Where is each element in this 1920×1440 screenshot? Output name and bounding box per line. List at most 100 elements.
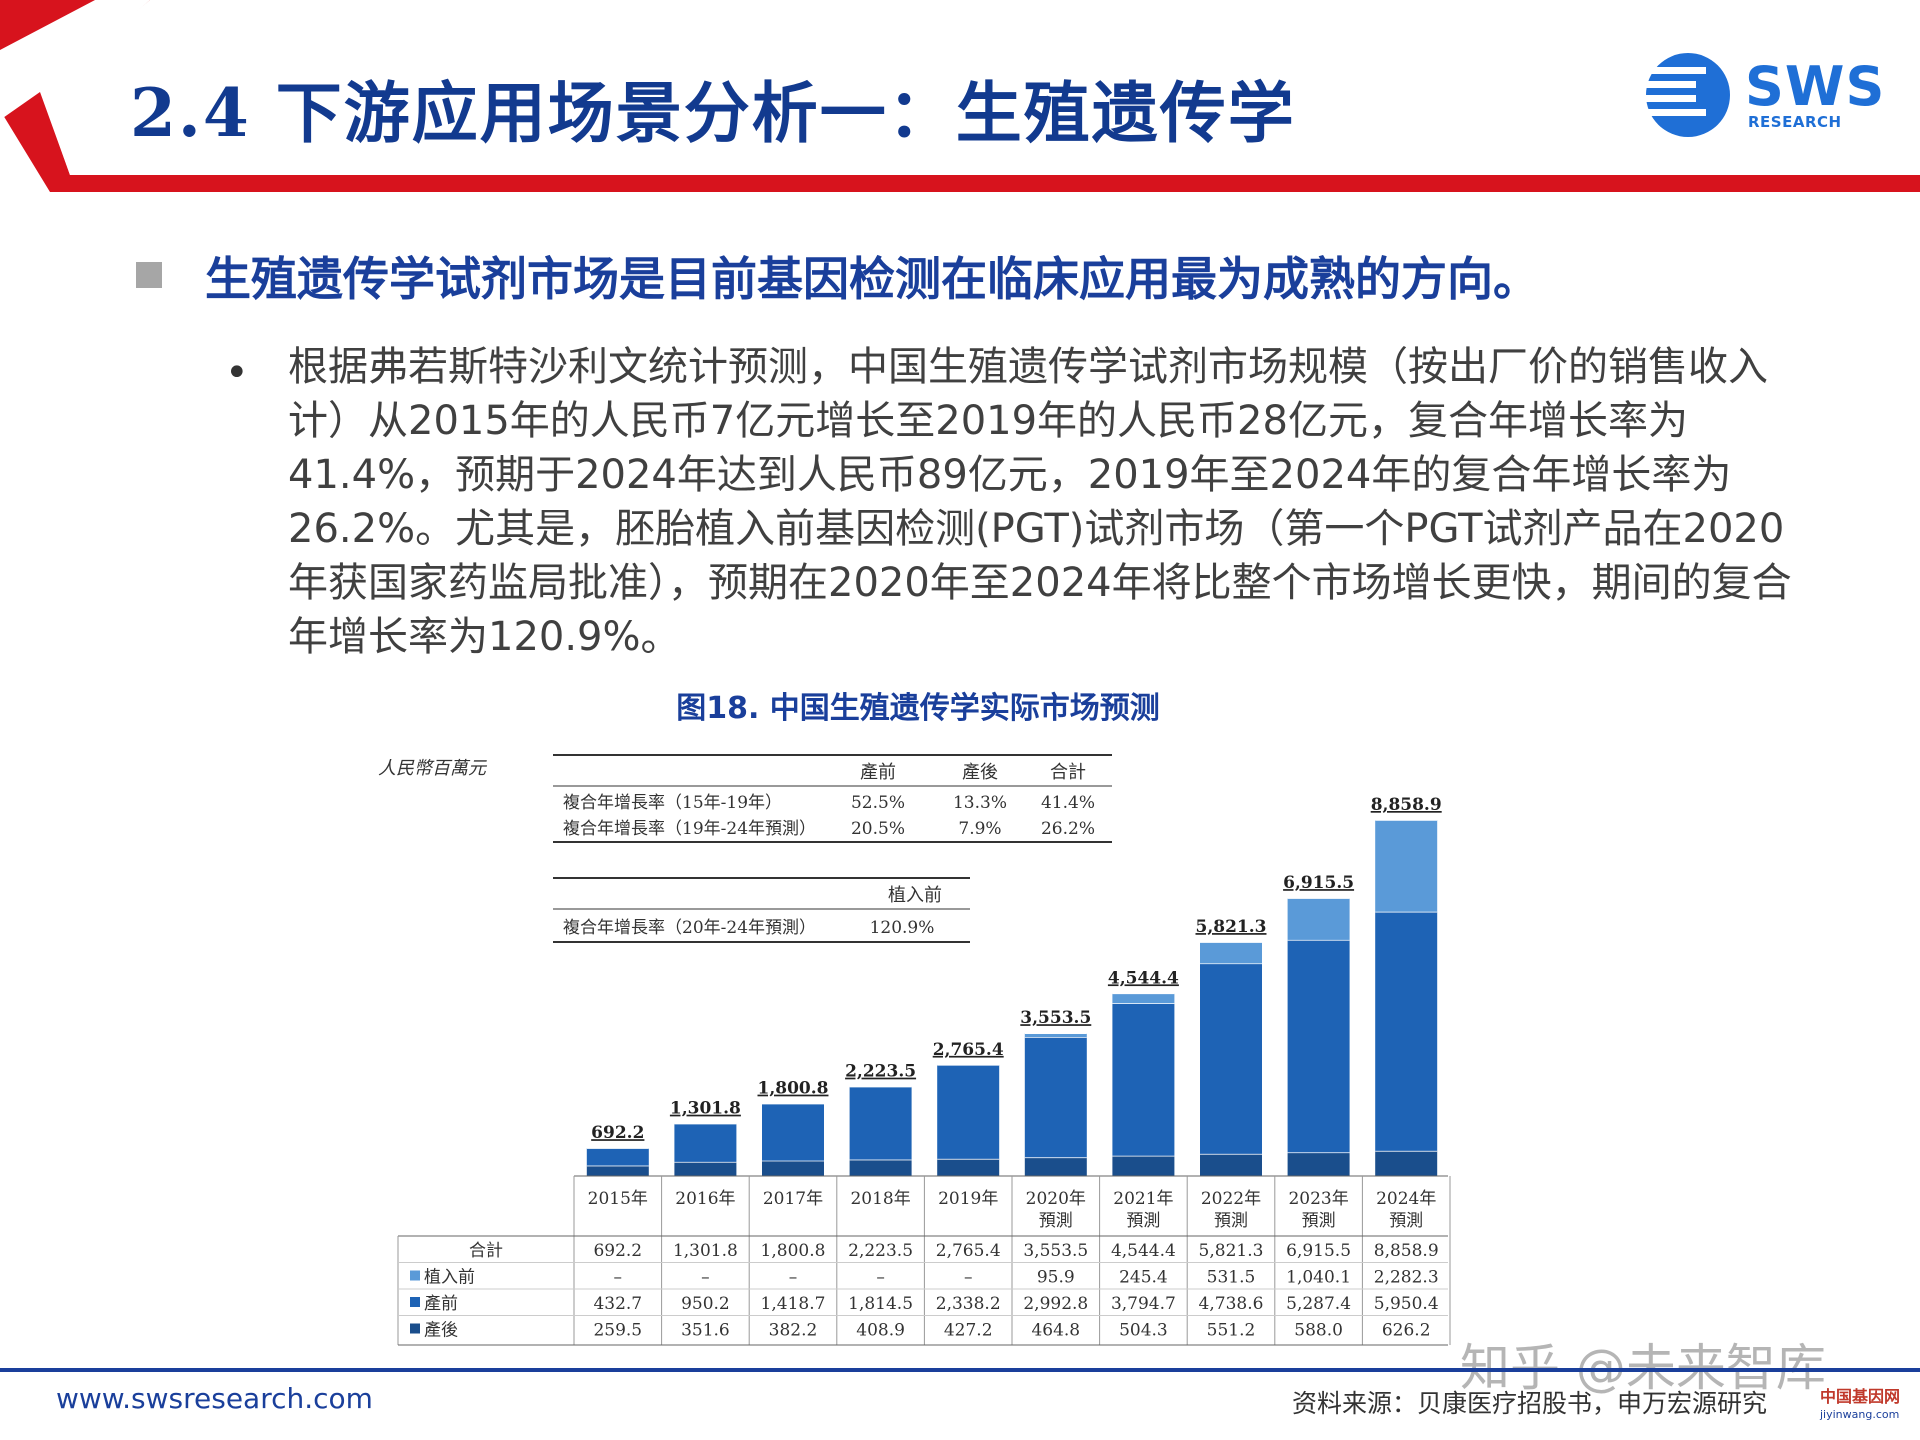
bar-segment bbox=[849, 1159, 912, 1176]
table-cell: – bbox=[964, 1268, 973, 1288]
table-cell: 531.5 bbox=[1207, 1268, 1256, 1288]
x-tick-label: 2017年 bbox=[763, 1189, 823, 1209]
bar-segment bbox=[762, 1160, 824, 1176]
cagr1-row-label: 複合年增長率（19年-24年預測） bbox=[563, 819, 816, 839]
table-cell: 5,950.4 bbox=[1374, 1294, 1439, 1314]
table-cell: 6,915.5 bbox=[1286, 1241, 1351, 1261]
legend-label: 植入前 bbox=[424, 1268, 475, 1288]
header-white-inner bbox=[0, 0, 1920, 175]
site-watermark-name: 中国基因网 bbox=[1820, 1387, 1901, 1406]
table-cell: 551.2 bbox=[1207, 1321, 1256, 1341]
footer-line bbox=[0, 1368, 1920, 1372]
sws-logo: SWS RESEARCH bbox=[1640, 45, 1884, 145]
headline-square-icon bbox=[136, 262, 162, 288]
table-cell: – bbox=[614, 1268, 623, 1288]
table-cell: 382.2 bbox=[769, 1321, 818, 1341]
site-watermark-url: jiyinwang.com bbox=[1820, 1408, 1900, 1421]
x-tick-label: 2018年 bbox=[850, 1189, 910, 1209]
x-tick-label: 2024年 bbox=[1376, 1189, 1436, 1209]
bar-total-label: 5,821.3 bbox=[1196, 917, 1267, 937]
bar-segment bbox=[586, 1165, 649, 1176]
table-cell: 8,858.9 bbox=[1374, 1241, 1439, 1261]
table-cell: – bbox=[789, 1268, 798, 1288]
x-tick-label: 預測 bbox=[1214, 1211, 1248, 1231]
bar-segment bbox=[1024, 1033, 1087, 1038]
cagr1-header: 合計 bbox=[1050, 762, 1086, 783]
table-cell: 259.5 bbox=[593, 1321, 642, 1341]
table-cell: 2,282.3 bbox=[1374, 1268, 1439, 1288]
table-cell: 1,800.8 bbox=[761, 1241, 826, 1261]
bar-segment bbox=[1112, 1155, 1175, 1176]
bar-segment bbox=[1024, 1037, 1087, 1158]
table-cell: 5,287.4 bbox=[1286, 1294, 1351, 1314]
bar-segment bbox=[1200, 942, 1262, 964]
bar-segment bbox=[1200, 1153, 1262, 1176]
bar-segment bbox=[849, 1086, 912, 1160]
x-tick-label: 2021年 bbox=[1113, 1189, 1173, 1209]
table-cell: 950.2 bbox=[681, 1294, 730, 1314]
cagr1-cell: 52.5% bbox=[851, 793, 905, 813]
bar-total-label: 4,544.4 bbox=[1108, 968, 1179, 988]
legend-swatch bbox=[410, 1297, 420, 1307]
table-cell: 1,814.5 bbox=[848, 1294, 913, 1314]
x-tick-label: 預測 bbox=[1302, 1211, 1336, 1231]
cagr1-header: 產後 bbox=[962, 762, 998, 783]
table-cell: 2,338.2 bbox=[936, 1294, 1001, 1314]
bar-segment bbox=[1024, 1157, 1087, 1176]
footer-url[interactable]: www.swsresearch.com bbox=[56, 1382, 373, 1415]
unit-label: 人民幣百萬元 bbox=[378, 758, 488, 779]
table-cell: 427.2 bbox=[944, 1321, 993, 1341]
x-tick-label: 2023年 bbox=[1288, 1189, 1348, 1209]
x-tick-label: 2015年 bbox=[588, 1189, 648, 1209]
headline: 生殖遗传学试剂市场是目前基因检测在临床应用最为成熟的方向。 bbox=[205, 252, 1539, 306]
table-cell: 4,544.4 bbox=[1111, 1241, 1176, 1261]
bar-segment bbox=[1287, 898, 1350, 940]
table-cell: 588.0 bbox=[1294, 1321, 1343, 1341]
cagr1-cell: 26.2% bbox=[1041, 819, 1095, 839]
x-tick-label: 2019年 bbox=[938, 1189, 998, 1209]
cagr1-header: 產前 bbox=[860, 762, 896, 783]
legend-label: 產前 bbox=[424, 1294, 458, 1314]
cagr1-cell: 7.9% bbox=[958, 819, 1001, 839]
cagr2-cell: 120.9% bbox=[870, 918, 935, 938]
cagr2-row-label: 複合年增長率（20年-24年預測） bbox=[563, 918, 816, 938]
cagr1-cell: 20.5% bbox=[851, 819, 905, 839]
bar-total-label: 3,553.5 bbox=[1020, 1008, 1091, 1028]
table-cell: 245.4 bbox=[1119, 1268, 1168, 1288]
bar-total-label: 2,223.5 bbox=[845, 1062, 916, 1082]
bar-total-label: 692.2 bbox=[591, 1123, 644, 1143]
x-tick-label: 2022年 bbox=[1201, 1189, 1261, 1209]
legend-swatch bbox=[410, 1270, 420, 1281]
table-cell: 432.7 bbox=[593, 1294, 642, 1314]
bar-segment bbox=[937, 1158, 1000, 1176]
table-row-label: 合計 bbox=[469, 1241, 503, 1261]
bar-total-label: 6,915.5 bbox=[1283, 873, 1354, 893]
cagr1-row-label: 複合年增長率（15年-19年） bbox=[563, 793, 782, 813]
x-tick-label: 2016年 bbox=[675, 1189, 735, 1209]
bar-segment bbox=[1287, 1152, 1350, 1176]
table-cell: 2,223.5 bbox=[848, 1241, 913, 1261]
bar-segment bbox=[1200, 963, 1262, 1154]
body-paragraph: 根据弗若斯特沙利文统计预测，中国生殖遗传学试剂市场规模（按出厂价的销售收入计）从… bbox=[288, 344, 1792, 660]
table-cell: 504.3 bbox=[1119, 1321, 1168, 1341]
logo-text: SWS bbox=[1745, 55, 1886, 118]
table-cell: 3,794.7 bbox=[1111, 1294, 1176, 1314]
table-cell: 95.9 bbox=[1037, 1268, 1075, 1288]
bar-segment bbox=[1375, 820, 1438, 912]
table-cell: 1,040.1 bbox=[1286, 1268, 1351, 1288]
table-cell: 1,418.7 bbox=[761, 1294, 826, 1314]
bar-segment bbox=[1375, 1150, 1438, 1176]
bar-segment bbox=[586, 1148, 649, 1166]
figure-title: 图18. 中国生殖遗传学实际市场预测 bbox=[676, 691, 1160, 726]
table-cell: 351.6 bbox=[681, 1321, 730, 1341]
table-cell: 5,821.3 bbox=[1199, 1241, 1264, 1261]
table-cell: 4,738.6 bbox=[1199, 1294, 1264, 1314]
cagr1-cell: 41.4% bbox=[1041, 793, 1095, 813]
bar-segment bbox=[1112, 993, 1175, 1004]
bar-segment bbox=[937, 1064, 1000, 1159]
x-tick-label: 預測 bbox=[1039, 1211, 1073, 1231]
watermark: 知乎 @未来智库 bbox=[1460, 1339, 1826, 1397]
table-cell: 626.2 bbox=[1382, 1321, 1431, 1341]
site-watermark: 中国基因网 jiyinwang.com bbox=[1820, 1388, 1900, 1424]
